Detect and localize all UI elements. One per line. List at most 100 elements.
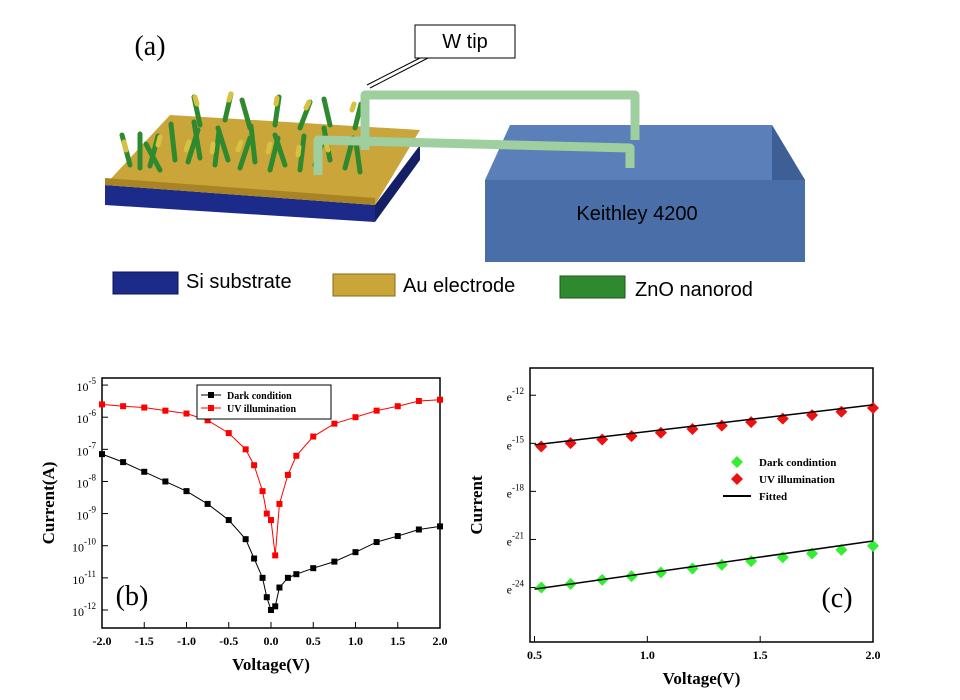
panel-label: (a) xyxy=(134,31,165,62)
tick-base: 10 xyxy=(72,541,84,555)
tick-exponent: -24 xyxy=(512,579,524,589)
series-line xyxy=(101,453,441,611)
callout-box xyxy=(414,24,516,59)
legend-label: Dark condintion xyxy=(759,457,836,469)
legend-label: Au electrode xyxy=(403,275,515,297)
marker xyxy=(141,404,148,411)
marker xyxy=(259,488,266,495)
marker xyxy=(745,416,758,429)
tick-base: e xyxy=(507,534,512,548)
tick-base: 10 xyxy=(72,605,84,619)
tick-base: 10 xyxy=(77,444,89,458)
si-layer xyxy=(105,185,375,222)
marker xyxy=(225,430,232,437)
marker xyxy=(276,500,283,507)
marker xyxy=(310,433,317,440)
si-side xyxy=(375,145,420,222)
x-tick-label: 1.0 xyxy=(348,634,363,648)
x-axis-label: Voltage(V) xyxy=(232,655,310,674)
x-tick-label: 1.0 xyxy=(640,648,655,662)
marker xyxy=(162,478,169,485)
tick-base: 10 xyxy=(77,380,89,394)
marker xyxy=(259,574,266,581)
tick-exponent: -12 xyxy=(512,386,524,396)
probe-arms xyxy=(313,90,640,175)
instrument-label: Keithley 4200 xyxy=(576,203,697,225)
tick-exponent: -6 xyxy=(89,408,97,418)
y-tick-label: e-21 xyxy=(507,530,524,548)
marker xyxy=(284,471,291,478)
tick-exponent: -21 xyxy=(512,530,524,540)
x-tick-label: 0.5 xyxy=(527,648,542,662)
callout-pointer xyxy=(366,57,429,89)
y-tick-label: e-18 xyxy=(507,482,525,500)
y-tick-label: e-12 xyxy=(507,386,524,404)
legend-label: ZnO nanorod xyxy=(635,279,753,301)
panel-label: (b) xyxy=(116,581,149,612)
tick-base: e xyxy=(507,438,512,452)
legend-swatch xyxy=(559,275,626,299)
marker xyxy=(437,523,443,530)
tick-exponent: -10 xyxy=(84,537,96,547)
marker xyxy=(263,594,270,601)
marker xyxy=(99,401,105,408)
tick-base: 10 xyxy=(72,573,84,587)
marker xyxy=(120,403,127,410)
marker xyxy=(686,423,699,436)
y-axis-label: Current xyxy=(467,475,486,535)
x-tick-label: -2.0 xyxy=(93,634,112,648)
y-tick-label: 10-12 xyxy=(72,601,96,619)
marker xyxy=(835,543,848,556)
marker xyxy=(251,555,258,562)
legend-label: UV illumination xyxy=(227,404,296,415)
marker xyxy=(715,558,728,571)
marker xyxy=(208,392,214,398)
instrument-top xyxy=(485,125,805,180)
tick-exponent: -18 xyxy=(512,482,524,492)
marker xyxy=(352,414,359,421)
marker xyxy=(867,539,879,552)
marker xyxy=(293,571,300,578)
marker xyxy=(225,517,232,524)
callout-label: W tip xyxy=(442,31,488,53)
marker xyxy=(183,488,190,495)
y-tick-label: 10-5 xyxy=(77,376,97,394)
marker xyxy=(272,603,279,610)
legend-label: Fitted xyxy=(759,491,787,503)
y-tick-label: 10-11 xyxy=(72,569,96,587)
marker xyxy=(204,417,211,424)
marker xyxy=(268,517,274,524)
marker xyxy=(331,420,338,427)
plot-frame xyxy=(529,367,874,643)
marker xyxy=(731,473,743,485)
tick-exponent: -11 xyxy=(84,569,96,579)
y-tick-label: 10-6 xyxy=(77,408,97,426)
tick-base: e xyxy=(507,583,512,597)
tick-exponent: -15 xyxy=(512,434,524,444)
marker xyxy=(564,437,577,450)
x-tick-label: 2.0 xyxy=(433,634,448,648)
x-tick-label: -1.0 xyxy=(177,634,196,648)
marker xyxy=(415,397,422,404)
y-tick-label: 10-9 xyxy=(77,505,97,523)
marker xyxy=(654,566,667,579)
marker xyxy=(99,451,105,458)
marker xyxy=(352,549,359,556)
marker xyxy=(263,510,270,517)
marker xyxy=(535,440,548,453)
tick-exponent: -12 xyxy=(84,601,96,611)
marker xyxy=(284,574,291,581)
x-axis-label: Voltage(V) xyxy=(663,669,741,688)
marker xyxy=(268,606,274,613)
nanorods xyxy=(119,91,364,175)
tick-exponent: -7 xyxy=(89,440,97,450)
legend-swatch xyxy=(112,271,179,295)
marker xyxy=(373,407,380,414)
panel-label: (c) xyxy=(821,583,852,614)
marker xyxy=(654,426,667,439)
schematic: (a) Keithley 4200 W tip Si substrate Au … xyxy=(105,24,805,301)
tick-base: e xyxy=(507,390,512,404)
marker xyxy=(120,459,127,466)
y-tick-label: e-24 xyxy=(507,579,525,597)
x-tick-label: -1.5 xyxy=(135,634,154,648)
